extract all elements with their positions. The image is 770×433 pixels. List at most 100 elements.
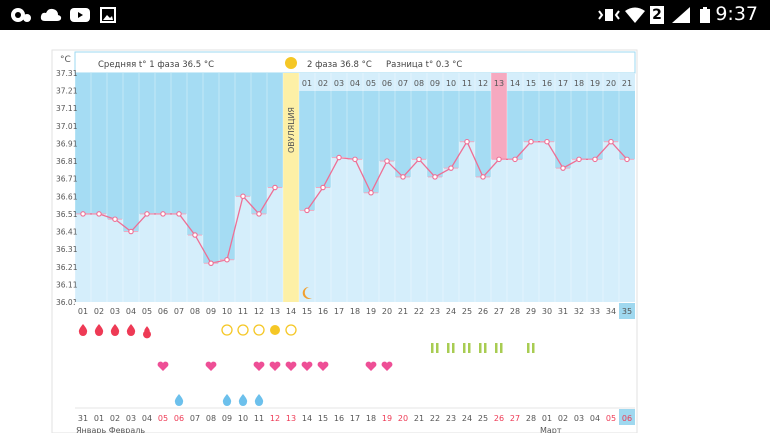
unit-label: °C: [60, 55, 71, 65]
date-label: 10: [238, 414, 248, 423]
cycle-day-label: 26: [478, 307, 488, 316]
cycle-day-label: 35: [622, 307, 632, 316]
y-tick-label: 36.71: [56, 175, 78, 184]
vibrate-icon: [598, 9, 620, 21]
temp-column: [523, 141, 539, 302]
phase2-day-label: 16: [542, 79, 552, 88]
green-bar-icon: [447, 343, 450, 353]
temp-point: [432, 174, 438, 180]
cycle-day-label: 08: [190, 307, 200, 316]
green-bar-icon: [495, 343, 498, 353]
status-bar: 2 9:37: [0, 0, 770, 30]
heart-icon: [205, 361, 217, 371]
moon-icon: [302, 286, 312, 299]
temp-point: [304, 207, 310, 214]
egg-outline-icon: [285, 324, 297, 336]
green-bar-icon: [532, 343, 535, 353]
cycle-day-label: 10: [222, 307, 232, 316]
cycle-day-label: 19: [366, 307, 376, 316]
temp-column: [187, 235, 203, 302]
temp-point: [544, 138, 550, 145]
phase2-day-label: 09: [430, 79, 440, 88]
cycle-day-label: 21: [398, 307, 408, 316]
green-bar-icon: [436, 343, 439, 353]
egg-outline-icon: [253, 324, 265, 336]
temp-column: [379, 161, 395, 302]
signal-icon: [672, 7, 690, 23]
cycle-day-label: 32: [574, 307, 584, 316]
cycle-day-label: 13: [270, 307, 280, 316]
phase2-day-label: 13: [494, 79, 504, 88]
temp-column: [315, 187, 331, 302]
date-label: 24: [462, 414, 472, 423]
heart-icon: [285, 361, 297, 371]
temp-point: [352, 156, 358, 163]
cycle-day-label: 33: [590, 307, 600, 316]
temp-column: [427, 176, 443, 302]
cycle-day-label: 01: [78, 307, 88, 316]
cycle-day-label: 07: [174, 307, 184, 316]
phase1-average: Средняя t° 1 фаза 36.5 °C: [98, 60, 214, 70]
date-label: 22: [430, 414, 440, 423]
temp-point: [320, 184, 326, 191]
cycle-day-label: 05: [142, 307, 152, 316]
y-tick-label: 36.51: [56, 210, 78, 219]
cloud-icon: [40, 8, 62, 21]
date-label: 05: [158, 414, 168, 423]
temp-column: [219, 259, 235, 302]
phase2-day-label: 14: [510, 79, 520, 88]
cycle-day-label: 12: [254, 307, 264, 316]
wifi-icon: [625, 7, 645, 23]
youtube-icon: [70, 8, 90, 22]
temp-column: [107, 219, 123, 302]
green-bar-icon: [484, 343, 487, 353]
temp-column: [299, 210, 315, 302]
clock: 9:37: [715, 3, 758, 25]
y-tick-label: 36.81: [56, 157, 78, 166]
cycle-day-label: 14: [286, 307, 296, 316]
date-label: 08: [206, 414, 216, 423]
y-tick-label: 37.11: [56, 104, 78, 113]
bbt-chart-area: °C Средняя t° 1 фаза 36.5 °C 2 фаза 36.8 °…: [0, 30, 770, 433]
cycle-day-label: 11: [238, 307, 248, 316]
temp-column: [507, 159, 523, 302]
cycle-day-label: 15: [302, 307, 312, 316]
phase2-day-label: 04: [350, 79, 360, 88]
temp-column: [619, 159, 635, 302]
temp-column: [587, 159, 603, 302]
phase2-day-label: 10: [446, 79, 456, 88]
date-label: 11: [254, 414, 264, 423]
cycle-day-label: 31: [558, 307, 568, 316]
temp-column: [603, 141, 619, 302]
cycle-day-label: 24: [446, 307, 456, 316]
date-label: 01: [94, 414, 104, 423]
green-bar-icon: [468, 343, 471, 353]
temp-point: [624, 156, 630, 163]
phase2-day-label: 12: [478, 79, 488, 88]
temp-point: [96, 211, 102, 217]
heart-icon: [269, 361, 281, 371]
cycle-day-label: 04: [126, 307, 136, 316]
cycle-day-label: 20: [382, 307, 392, 316]
date-label: 09: [222, 414, 232, 423]
date-label: 28: [526, 414, 536, 423]
egg-filled-icon: [270, 325, 280, 335]
temp-column: [91, 213, 107, 302]
temp-point: [368, 190, 374, 196]
today-cell: [619, 303, 635, 319]
temp-point: [576, 156, 582, 163]
temp-column: [459, 141, 475, 302]
heart-icon: [365, 361, 377, 371]
phase2-day-label: 08: [414, 79, 424, 88]
cycle-day-label: 06: [158, 307, 168, 316]
temp-point: [528, 138, 534, 145]
blood-drop-icon: [94, 324, 104, 336]
ovulation-sun-icon: [285, 57, 297, 69]
date-label: 27: [510, 414, 520, 423]
date-label: 01: [542, 414, 552, 423]
cycle-day-label: 17: [334, 307, 344, 316]
phase2-day-label: 07: [398, 79, 408, 88]
date-label: 17: [350, 414, 360, 423]
temp-point: [608, 138, 614, 145]
temp-column: [395, 176, 411, 302]
